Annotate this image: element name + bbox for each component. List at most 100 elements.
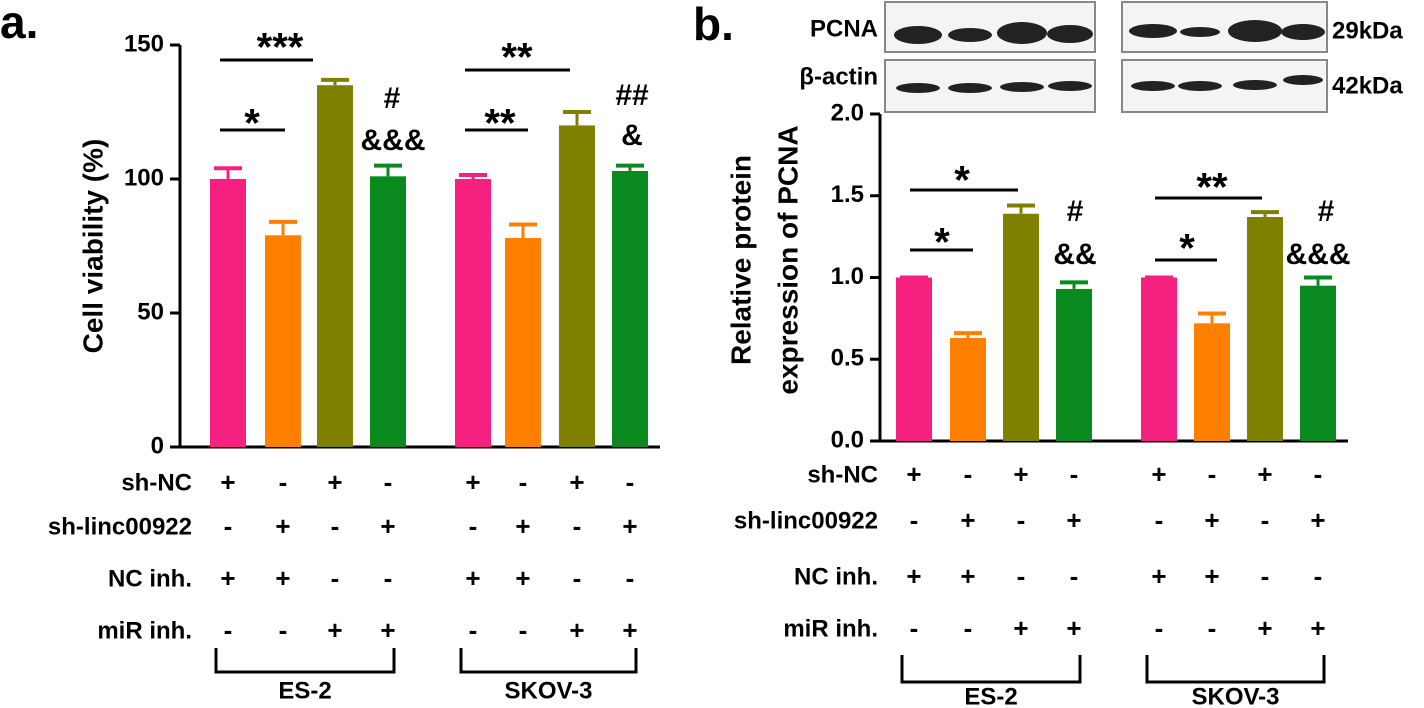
condition-name: sh-linc00922 <box>48 513 192 540</box>
condition-mark: - <box>1314 561 1323 591</box>
condition-mark: - <box>1070 459 1079 489</box>
condition-name: NC inh. <box>108 565 192 592</box>
condition-mark: - <box>224 511 233 541</box>
bar <box>317 85 353 447</box>
condition-name: miR inh. <box>97 617 192 644</box>
significance-label: ## <box>615 79 649 112</box>
significance-label: # <box>1067 195 1084 228</box>
condition-mark: - <box>331 511 340 541</box>
condition-mark: - <box>469 511 478 541</box>
condition-name: sh-NC <box>121 469 192 496</box>
condition-mark: + <box>1151 459 1166 489</box>
condition-mark: - <box>1314 459 1323 489</box>
condition-mark: - <box>519 615 528 645</box>
condition-mark: - <box>1155 505 1164 535</box>
panel-label: a. <box>0 0 38 48</box>
blot-size: 29kDa <box>1332 17 1403 44</box>
condition-mark: - <box>573 511 582 541</box>
condition-mark: - <box>279 615 288 645</box>
condition-mark: + <box>569 467 584 497</box>
y-tick-label: 0.5 <box>831 345 864 372</box>
condition-mark: - <box>910 505 919 535</box>
group-bracket <box>459 648 638 674</box>
condition-mark: + <box>465 563 480 593</box>
condition-mark: + <box>906 459 921 489</box>
bar <box>1056 288 1092 441</box>
group-label: ES-2 <box>964 683 1017 708</box>
condition-mark: + <box>327 467 342 497</box>
y-tick-label: 0.0 <box>831 426 864 453</box>
bar <box>1300 285 1336 441</box>
condition-mark: - <box>519 467 528 497</box>
y-tick-label: 150 <box>124 30 164 57</box>
condition-mark: - <box>1208 613 1217 643</box>
condition-mark: - <box>384 563 393 593</box>
significance-label: && <box>1053 238 1096 271</box>
condition-mark: - <box>1261 561 1270 591</box>
bar <box>1141 277 1177 441</box>
condition-mark: + <box>220 467 235 497</box>
condition-mark: - <box>1070 561 1079 591</box>
condition-mark: + <box>569 615 584 645</box>
significance-label: ** <box>484 102 516 146</box>
condition-mark: - <box>1017 561 1026 591</box>
condition-mark: + <box>1204 505 1219 535</box>
group-label: SKOV-3 <box>1191 683 1279 708</box>
blot-size: 42kDa <box>1332 72 1403 99</box>
condition-mark: + <box>327 615 342 645</box>
significance-label: & <box>621 119 643 152</box>
significance-label: # <box>1318 195 1335 228</box>
condition-mark: - <box>1155 613 1164 643</box>
y-tick-label: 0 <box>151 432 164 459</box>
group-label: ES-2 <box>278 677 331 704</box>
condition-mark: + <box>465 467 480 497</box>
condition-mark: + <box>622 615 637 645</box>
condition-mark: - <box>964 459 973 489</box>
bar <box>1194 323 1230 441</box>
condition-mark: - <box>964 613 973 643</box>
condition-mark: + <box>1204 561 1219 591</box>
condition-mark: - <box>1017 505 1026 535</box>
group-bracket <box>214 648 396 674</box>
bar <box>559 125 595 448</box>
significance-label: ** <box>501 36 533 80</box>
condition-mark: + <box>622 511 637 541</box>
condition-name: miR inh. <box>783 615 878 642</box>
condition-mark: - <box>1208 459 1217 489</box>
condition-mark: + <box>1066 613 1081 643</box>
y-tick-label: 50 <box>137 298 164 325</box>
condition-mark: + <box>275 511 290 541</box>
condition-mark: + <box>380 511 395 541</box>
condition-mark: - <box>224 615 233 645</box>
significance-label: ** <box>1196 166 1228 210</box>
condition-mark: + <box>1013 613 1028 643</box>
condition-mark: + <box>1310 505 1325 535</box>
condition-mark: + <box>960 561 975 591</box>
blot-label: β-actin <box>799 63 878 90</box>
significance-label: * <box>934 221 950 265</box>
significance-label: # <box>384 82 401 115</box>
condition-mark: + <box>1013 459 1028 489</box>
y-tick-label: 1.5 <box>831 181 864 208</box>
condition-mark: + <box>960 505 975 535</box>
condition-mark: + <box>380 615 395 645</box>
blot-label: PCNA <box>810 15 878 42</box>
condition-mark: - <box>910 613 919 643</box>
significance-label: * <box>244 102 260 146</box>
bar <box>265 235 301 447</box>
condition-mark: + <box>515 511 530 541</box>
significance-label: &&& <box>361 124 426 157</box>
group-label: SKOV-3 <box>504 677 592 704</box>
bar <box>455 179 491 447</box>
significance-label: &&& <box>1286 238 1351 271</box>
condition-mark: - <box>469 615 478 645</box>
condition-mark: - <box>573 563 582 593</box>
y-axis-label: Cell viability (%) <box>77 139 108 354</box>
significance-label: *** <box>257 26 304 70</box>
condition-mark: + <box>1066 505 1081 535</box>
bar <box>370 176 406 447</box>
bar <box>896 277 932 441</box>
y-axis-label: expression of PCNA <box>772 125 803 394</box>
